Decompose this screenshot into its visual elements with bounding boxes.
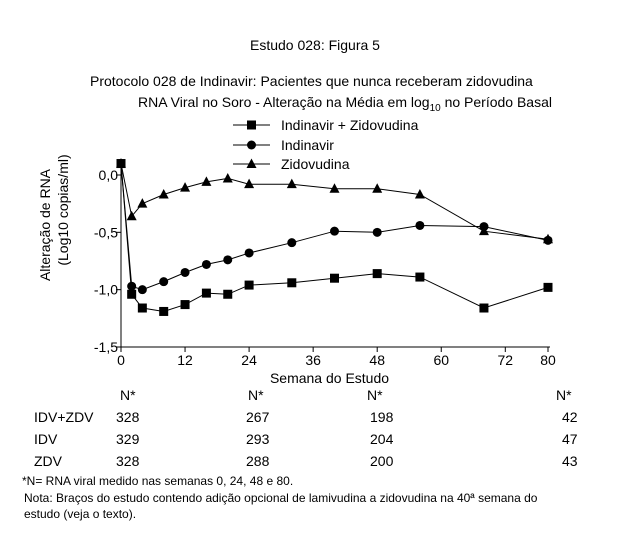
data-point-square	[180, 300, 190, 310]
n-cell: 47	[562, 431, 578, 447]
data-point-square	[479, 303, 489, 313]
figure-title: Estudo 028: Figura 5	[250, 37, 380, 53]
n-cell: 267	[246, 409, 270, 425]
y-axis-label-line1: Alteração de RNA	[37, 168, 53, 281]
x-tick-label: 24	[241, 352, 257, 368]
data-point-square	[137, 303, 147, 313]
data-point-square	[159, 306, 169, 316]
n-cell: 328	[116, 453, 140, 469]
data-point-square	[415, 272, 425, 282]
x-tick-label: 80	[540, 352, 556, 368]
row-label-zdv: ZDV	[34, 453, 62, 469]
n-cell: 43	[562, 453, 578, 469]
data-point-triangle	[158, 188, 169, 199]
data-point-square	[127, 289, 137, 299]
data-point-square	[223, 289, 233, 299]
data-point-circle	[415, 220, 425, 230]
data-point-circle	[159, 277, 169, 287]
y-tick-label: -1,5	[94, 339, 118, 355]
note-line-2: estudo (veja o texto).	[24, 507, 137, 521]
n-cell: 204	[370, 431, 394, 447]
x-tick-label: 36	[305, 352, 321, 368]
n-cell: 329	[116, 431, 140, 447]
legend-marker-triangle	[246, 158, 257, 168]
data-point-triangle	[286, 178, 297, 189]
data-point-triangle	[222, 172, 233, 183]
data-point-triangle	[329, 183, 340, 193]
row-label-idv: IDV	[34, 431, 58, 447]
data-point-square	[201, 288, 211, 298]
data-point-circle	[372, 227, 382, 237]
n-cell: 200	[370, 453, 394, 469]
data-point-triangle	[180, 182, 191, 192]
legend-label: Indinavir	[281, 137, 334, 153]
chart-subtitle: RNA Viral no Soro - Alteração na Média e…	[138, 94, 552, 114]
data-point-triangle	[478, 225, 489, 236]
x-axis-label: Semana do Estudo	[270, 370, 389, 386]
data-point-triangle	[137, 198, 148, 208]
data-point-square	[330, 273, 339, 283]
data-point-triangle	[543, 233, 553, 244]
y-tick-label: -0,5	[94, 224, 118, 240]
y-tick-label: 0,0	[99, 167, 119, 183]
n-cell: 42	[562, 409, 578, 425]
x-tick-label: 12	[177, 352, 193, 368]
subtitle-post: no Período Basal	[440, 94, 552, 110]
data-point-square	[372, 269, 382, 279]
data-point-square	[287, 278, 297, 288]
line-chart: 0,0 -0,5 -1,0 -1,50 12 24 36 48 60 72 80 Semana do …	[37, 117, 556, 386]
row-label-idv-zdv: IDV+ZDV	[34, 409, 94, 425]
x-tick-label: 0	[117, 352, 125, 368]
y-tick-label: -1,0	[94, 282, 118, 298]
footnote: *N= RNA viral medido nas semanas 0, 24, …	[22, 474, 294, 488]
y-axis-label-line2: (Log10 copias/ml)	[55, 154, 71, 265]
legend-label: Zidovudina	[281, 156, 350, 172]
n-cell: 198	[370, 409, 394, 425]
x-tick-label: 72	[498, 352, 514, 368]
n-cell: 293	[246, 431, 270, 447]
data-point-square	[543, 282, 553, 292]
legend-marker-square	[247, 120, 256, 130]
data-point-circle	[127, 281, 137, 291]
legend-marker-circle	[247, 140, 256, 150]
data-point-circle	[244, 248, 254, 258]
x-tick-label: 60	[433, 352, 449, 368]
data-point-triangle	[116, 158, 126, 168]
data-point-triangle	[372, 183, 383, 193]
series-line-triangle	[120, 163, 549, 240]
data-point-circle	[180, 267, 190, 277]
n-cell: 328	[116, 409, 140, 425]
data-point-circle	[223, 255, 233, 265]
data-point-circle	[330, 226, 339, 236]
data-point-triangle	[244, 178, 255, 189]
x-tick-label: 48	[369, 352, 385, 368]
n-header-0: N*	[120, 387, 136, 403]
note-line-1: Nota: Braços do estudo contendo adição o…	[24, 491, 538, 505]
subtitle-pre: RNA Viral no Soro - Alteração na Média e…	[138, 94, 430, 110]
n-header-24: N*	[248, 387, 264, 403]
data-point-circle	[201, 259, 211, 269]
subtitle-sub: 10	[429, 102, 441, 114]
data-point-square	[244, 280, 254, 290]
legend-label: Indinavir + Zidovudina	[281, 117, 419, 133]
n-header-48: N*	[367, 387, 383, 403]
data-point-triangle	[414, 188, 425, 199]
data-point-triangle	[201, 176, 212, 186]
n-header-80: N*	[556, 387, 572, 403]
data-point-circle	[287, 238, 297, 248]
n-cell: 288	[246, 453, 270, 469]
data-point-triangle	[126, 210, 137, 221]
data-point-circle	[137, 285, 147, 295]
chart-title: Protocolo 028 de Indinavir: Pacientes qu…	[90, 73, 533, 89]
